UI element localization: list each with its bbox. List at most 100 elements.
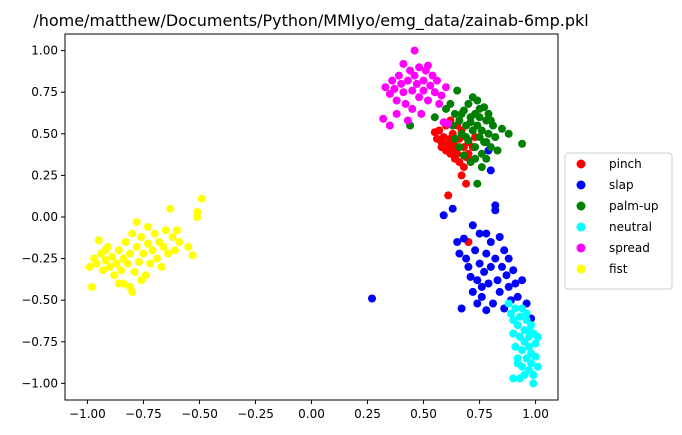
data-point xyxy=(484,109,493,118)
data-point xyxy=(468,221,477,230)
data-point xyxy=(504,129,513,138)
data-point xyxy=(388,76,397,85)
data-point xyxy=(126,282,134,291)
legend-marker xyxy=(576,201,586,211)
data-point xyxy=(108,252,117,261)
data-point xyxy=(515,312,524,321)
data-point xyxy=(522,309,531,318)
data-point xyxy=(531,339,540,348)
data-point xyxy=(117,266,125,275)
data-point xyxy=(112,259,121,268)
data-point xyxy=(504,299,513,308)
data-point xyxy=(500,246,509,255)
data-point xyxy=(439,133,448,142)
data-point xyxy=(110,271,119,280)
data-point xyxy=(368,294,376,303)
data-point xyxy=(513,359,522,368)
data-point xyxy=(92,259,101,268)
data-point xyxy=(511,304,520,313)
y-tick-label: −0.25 xyxy=(21,252,58,266)
x-tick-label: 0.50 xyxy=(410,407,437,421)
data-point xyxy=(482,229,491,238)
legend-marker xyxy=(576,264,586,274)
legend-box xyxy=(564,152,673,290)
data-point xyxy=(161,226,170,235)
y-tick-label: 1.00 xyxy=(31,44,58,58)
data-point xyxy=(515,374,524,383)
data-point xyxy=(143,223,152,231)
data-point xyxy=(193,208,202,216)
data-point xyxy=(484,129,493,138)
data-point xyxy=(513,321,522,330)
data-point xyxy=(146,259,155,268)
data-point xyxy=(464,99,473,108)
data-point xyxy=(143,239,152,248)
y-tick-label: 0.25 xyxy=(31,168,58,182)
data-point xyxy=(457,171,466,180)
data-point xyxy=(473,299,482,308)
data-point xyxy=(412,79,421,88)
legend-label: fist xyxy=(609,262,628,276)
data-point xyxy=(126,249,134,258)
data-point xyxy=(433,134,441,143)
data-point xyxy=(453,238,462,246)
series-spread xyxy=(379,46,453,130)
data-point xyxy=(495,233,504,241)
data-point xyxy=(419,76,428,85)
x-tick-label: −0.50 xyxy=(181,407,218,421)
legend-label: spread xyxy=(609,241,650,255)
data-point xyxy=(137,276,146,285)
data-point xyxy=(504,282,513,291)
legend-label: slap xyxy=(609,178,634,192)
data-point xyxy=(137,233,146,241)
data-point xyxy=(502,271,511,280)
x-tick-label: 0.00 xyxy=(298,407,325,421)
data-point xyxy=(477,126,486,135)
data-point xyxy=(166,204,175,213)
data-point xyxy=(473,179,482,188)
legend-label: neutral xyxy=(609,220,652,234)
data-point xyxy=(175,238,184,246)
data-point xyxy=(491,133,500,142)
data-point xyxy=(439,211,448,220)
data-point xyxy=(518,346,527,355)
y-tick-label: −1.00 xyxy=(21,376,58,390)
data-point xyxy=(403,76,412,85)
plot-area xyxy=(64,33,559,401)
y-tick-label: −0.75 xyxy=(21,335,58,349)
data-point xyxy=(399,88,408,97)
data-point xyxy=(401,99,410,108)
data-point xyxy=(455,249,464,258)
data-point xyxy=(473,96,482,105)
data-point xyxy=(482,306,491,315)
legend-label: palm-up xyxy=(609,199,659,213)
data-point xyxy=(114,279,123,288)
data-point xyxy=(475,104,484,113)
data-point xyxy=(94,236,103,245)
data-point xyxy=(385,121,394,130)
data-point xyxy=(509,266,518,275)
legend-marker xyxy=(576,159,586,169)
legend-marker xyxy=(576,243,586,253)
data-point xyxy=(430,88,439,97)
data-point xyxy=(379,114,388,123)
data-point xyxy=(397,79,406,88)
y-tick-label: 0.50 xyxy=(31,127,58,141)
data-point xyxy=(459,234,468,243)
data-point xyxy=(477,163,486,172)
data-point xyxy=(482,138,491,147)
data-point xyxy=(173,226,181,235)
data-point xyxy=(462,179,471,188)
data-point xyxy=(533,362,542,371)
data-point xyxy=(442,83,450,92)
data-point xyxy=(498,262,506,271)
series-neutral xyxy=(504,299,542,388)
data-point xyxy=(453,86,462,95)
data-point xyxy=(471,143,480,152)
data-point xyxy=(392,109,401,118)
data-point xyxy=(85,262,94,271)
data-point xyxy=(403,116,412,125)
data-point xyxy=(410,46,419,55)
data-point xyxy=(392,96,401,105)
